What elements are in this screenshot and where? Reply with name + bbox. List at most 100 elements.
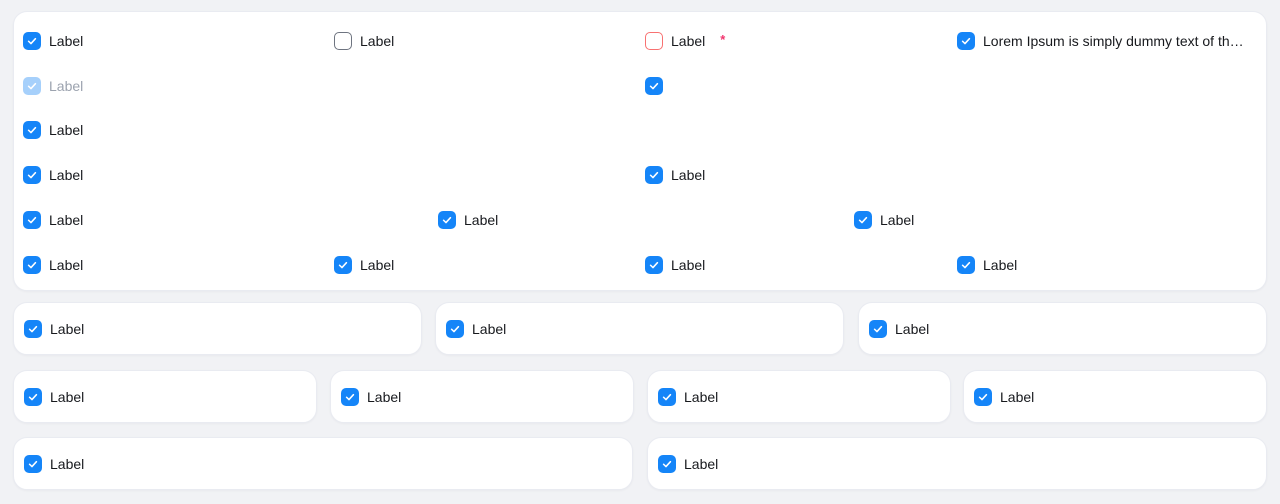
- checkmark-icon: [450, 325, 460, 332]
- checkmark-icon: [649, 82, 659, 90]
- checkbox-option-checked[interactable]: Label: [446, 318, 506, 340]
- checkbox-checked[interactable]: [645, 77, 663, 95]
- checkmark-icon: [27, 126, 37, 134]
- checkbox-checked[interactable]: [23, 32, 41, 50]
- checkbox-label-disabled: Label: [49, 78, 84, 94]
- checkbox-label: Label: [49, 212, 84, 228]
- checkbox-option-checked[interactable]: Label: [341, 386, 401, 408]
- checkbox-checked[interactable]: [24, 454, 42, 473]
- checkbox-card: Label: [858, 302, 1267, 355]
- checkbox-label: Label: [684, 388, 719, 405]
- checkmark-icon: [338, 261, 348, 269]
- checkbox-option-long-label[interactable]: Lorem Ipsum is simply dummy text of th…: [957, 30, 1268, 52]
- checkmark-icon: [27, 82, 37, 90]
- checkbox-option-checked[interactable]: Label: [24, 318, 84, 340]
- checkbox-label: Label: [360, 257, 395, 273]
- checkmark-icon: [649, 261, 659, 269]
- checkbox-label: Label: [671, 167, 706, 183]
- checkbox-label: Label: [472, 320, 507, 337]
- checkbox-option-checked[interactable]: Label: [23, 119, 83, 141]
- checkbox-checked[interactable]: [645, 166, 663, 184]
- checkmark-icon: [27, 216, 37, 224]
- checkbox-option-unchecked[interactable]: Label: [334, 30, 394, 52]
- checkbox-checked[interactable]: [658, 387, 676, 406]
- checkbox-option-checked[interactable]: Label: [23, 209, 83, 231]
- checkbox-label: Label: [49, 257, 84, 273]
- checkbox-checked[interactable]: [446, 319, 464, 338]
- checkbox-label: Label: [49, 122, 84, 138]
- checkbox-label: Label: [49, 167, 84, 183]
- checkmark-icon: [978, 393, 988, 400]
- checkbox-option-checked[interactable]: Label: [974, 386, 1034, 408]
- checkmark-icon: [28, 393, 38, 400]
- checkbox-card: Label: [647, 370, 951, 423]
- checkbox-option-checked[interactable]: Label: [645, 254, 705, 276]
- checkbox-option-checked[interactable]: Label: [24, 453, 84, 475]
- checkmark-icon: [662, 460, 672, 467]
- checkbox-checked[interactable]: [658, 454, 676, 473]
- checkbox-option-checked[interactable]: Label: [658, 453, 718, 475]
- checkbox-checked[interactable]: [334, 256, 352, 274]
- checkbox-card: Label: [330, 370, 634, 423]
- checkbox-label: Label: [983, 257, 1018, 273]
- checkbox-checked[interactable]: [341, 387, 359, 406]
- checkbox-card: Label: [13, 437, 633, 490]
- checkmark-icon: [27, 171, 37, 179]
- checkbox-card: Label: [13, 302, 422, 355]
- checkbox-checked[interactable]: [957, 256, 975, 274]
- checkbox-checked[interactable]: [23, 211, 41, 229]
- checkbox-option-checked[interactable]: Label: [645, 164, 705, 186]
- checkbox-checked[interactable]: [23, 256, 41, 274]
- checkbox-option-checked[interactable]: Label: [854, 209, 914, 231]
- checkbox-option-checked[interactable]: Label: [23, 254, 83, 276]
- checkmark-icon: [662, 393, 672, 400]
- checkbox-option-checked[interactable]: Label: [334, 254, 394, 276]
- checkbox-option-checked[interactable]: Label: [438, 209, 498, 231]
- checkbox-label: Label: [684, 455, 719, 472]
- checkbox-checked[interactable]: [645, 256, 663, 274]
- checkbox-label: Label: [49, 33, 84, 49]
- checkbox-checked[interactable]: [438, 211, 456, 229]
- checkmark-icon: [28, 325, 38, 332]
- checkbox-option-checked[interactable]: Label: [23, 30, 83, 52]
- checkbox-label: Label: [50, 320, 85, 337]
- checkbox-unchecked[interactable]: [334, 32, 352, 50]
- checkbox-label: Label: [1000, 388, 1035, 405]
- checkbox-label: Label: [50, 455, 85, 472]
- checkmark-icon: [961, 37, 971, 45]
- checkmark-icon: [27, 261, 37, 269]
- checkbox-checked[interactable]: [23, 166, 41, 184]
- checkmark-icon: [873, 325, 883, 332]
- checkbox-label: Label: [50, 388, 85, 405]
- checkbox-option-checked[interactable]: Label: [957, 254, 1017, 276]
- checkbox-checked[interactable]: [957, 32, 975, 50]
- checkbox-option-checked[interactable]: Label: [23, 164, 83, 186]
- checkbox-checked[interactable]: [24, 319, 42, 338]
- checkbox-option-checked[interactable]: Label: [869, 318, 929, 340]
- checkbox-card: Label: [647, 437, 1267, 490]
- checkbox-checked[interactable]: [23, 121, 41, 139]
- checkbox-card: Label: [13, 370, 317, 423]
- checkbox-label: Label: [671, 33, 706, 49]
- checkbox-option-checked[interactable]: Label: [658, 386, 718, 408]
- checkbox-error[interactable]: [645, 32, 663, 50]
- checkbox-label: Label: [367, 388, 402, 405]
- checkbox-checked[interactable]: [869, 319, 887, 338]
- checkmark-icon: [961, 261, 971, 269]
- checkmark-icon: [858, 216, 868, 224]
- checkbox-option-disabled: Label: [23, 75, 83, 97]
- checkbox-checked[interactable]: [974, 387, 992, 406]
- checkbox-label-truncated: Lorem Ipsum is simply dummy text of th…: [983, 33, 1244, 49]
- checkbox-option-error-required[interactable]: Label *: [645, 30, 725, 52]
- checkbox-option-no-label[interactable]: [645, 75, 663, 97]
- checkmark-icon: [649, 171, 659, 179]
- checkbox-disabled-checked: [23, 77, 41, 95]
- checkbox-checked[interactable]: [854, 211, 872, 229]
- checkmark-icon: [28, 460, 38, 467]
- checkbox-card: Label: [963, 370, 1267, 423]
- checkmark-icon: [345, 393, 355, 400]
- checkbox-checked[interactable]: [24, 387, 42, 406]
- required-asterisk: *: [720, 31, 726, 47]
- checkbox-label: Label: [895, 320, 930, 337]
- checkbox-option-checked[interactable]: Label: [24, 386, 84, 408]
